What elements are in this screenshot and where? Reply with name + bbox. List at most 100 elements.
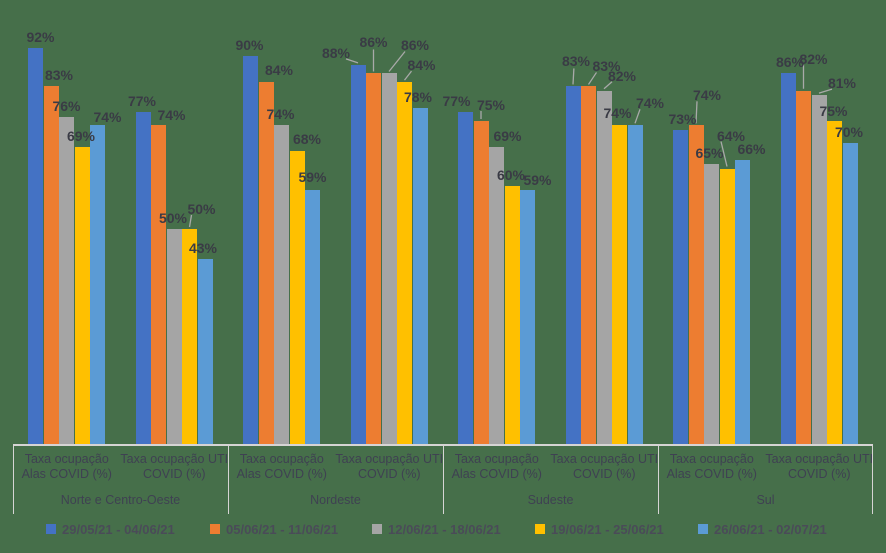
bar-series3-group3 — [274, 125, 289, 445]
bar-series5-group3 — [305, 190, 320, 445]
bar-series4-group8 — [827, 121, 842, 445]
bar-series4-group3 — [289, 151, 305, 445]
data-label-series2-group1: 83% — [44, 67, 74, 84]
data-label-series2-group5: 75% — [476, 97, 506, 113]
bar-series4-group1 — [74, 146, 90, 445]
bar-series2-group7 — [688, 125, 704, 445]
data-label-series2-group4: 86% — [359, 34, 388, 51]
data-label-series1-group3: 90% — [235, 37, 264, 54]
axis-separator — [228, 445, 229, 514]
category-label-group8: Taxa ocupação UTI COVID (%) — [765, 452, 874, 481]
legend-label: 19/06/21 - 25/06/21 — [551, 521, 664, 537]
bar-series4-group4 — [397, 82, 412, 445]
data-label-series5-group8: 70% — [834, 123, 864, 140]
data-label-series3-group1: 76% — [52, 97, 81, 114]
data-label-series5-group5: 59% — [523, 172, 552, 189]
category-label-group4: Taxa ocupação UTI COVID (%) — [335, 452, 444, 481]
bar-series1-group8 — [780, 73, 796, 445]
data-label-series4-group4: 84% — [407, 57, 436, 74]
bar-series5-group7 — [735, 159, 750, 445]
bar-series4-group5 — [504, 185, 520, 445]
region-label-2: Nordeste — [310, 493, 361, 507]
legend-swatch-icon — [698, 524, 708, 534]
bar-series2-group6 — [581, 86, 596, 445]
data-label-series2-group6: 83% — [592, 58, 621, 75]
bar-series3-group5 — [489, 146, 504, 445]
legend-item-1: 29/05/21 - 04/06/21 — [46, 522, 175, 537]
bar-series4-group2 — [182, 229, 197, 445]
data-label-series1-group2: 77% — [127, 93, 157, 110]
data-label-series1-group4: 88% — [321, 44, 351, 61]
region-label-4: Sul — [756, 493, 775, 507]
bar-series1-group2 — [135, 112, 151, 445]
legend-swatch-icon — [372, 524, 382, 534]
bar-series2-group3 — [258, 82, 274, 445]
data-label-series2-group3: 84% — [264, 62, 294, 79]
category-label-group1: Taxa ocupação Alas COVID (%) — [21, 452, 112, 481]
bar-series2-group5 — [473, 121, 489, 445]
bar-series1-group7 — [673, 129, 688, 445]
data-label-series2-group8: 82% — [799, 50, 828, 67]
bar-series1-group3 — [243, 56, 258, 445]
bar-series5-group5 — [520, 190, 535, 445]
data-label-series3-group8: 81% — [827, 75, 857, 92]
bar-series1-group6 — [565, 86, 581, 445]
legend-label: 12/06/21 - 18/06/21 — [388, 521, 501, 537]
region-label-3: Sudeste — [527, 493, 574, 507]
data-label-series1-group6: 83% — [561, 53, 591, 70]
bar-series3-group7 — [704, 164, 719, 445]
data-label-series3-group7: 65% — [695, 145, 724, 162]
data-label-series4-group6: 74% — [603, 105, 632, 122]
bar-series3-group4 — [381, 73, 397, 445]
data-label-series5-group7: 66% — [737, 140, 766, 157]
bar-series1-group1 — [28, 47, 43, 445]
legend-item-3: 12/06/21 - 18/06/21 — [372, 521, 501, 537]
data-label-series1-group7: 73% — [668, 110, 697, 127]
axis-separator — [443, 445, 444, 514]
data-label-series1-group8: 86% — [775, 54, 805, 71]
axis-separator — [13, 445, 14, 514]
bar-series3-group8 — [811, 95, 827, 445]
data-label-series5-group2: 43% — [188, 240, 218, 257]
legend-swatch-icon — [535, 524, 545, 534]
region-label-1: Norte e Centro-Oeste — [60, 493, 181, 507]
data-label-series1-group1: 92% — [26, 28, 55, 45]
data-label-series3-group6: 82% — [607, 67, 637, 84]
data-label-series3-group4: 86% — [400, 37, 430, 54]
data-label-series4-group2: 50% — [187, 201, 216, 217]
category-label-group7: Taxa ocupação Alas COVID (%) — [666, 452, 757, 481]
bar-series1-group5 — [458, 112, 473, 445]
legend-label: 26/06/21 - 02/07/21 — [714, 521, 827, 537]
bar-series2-group4 — [366, 73, 381, 445]
data-label-series5-group1: 74% — [93, 109, 122, 126]
legend-item-2: 05/06/21 - 11/06/21 — [210, 521, 339, 537]
bar-series5-group2 — [197, 259, 213, 445]
data-label-series2-group2: 74% — [157, 107, 186, 124]
bar-series4-group7 — [719, 168, 735, 445]
data-label-series3-group5: 69% — [493, 127, 522, 144]
axis-separator — [872, 445, 873, 514]
data-label-series3-group3: 74% — [266, 106, 295, 123]
data-label-series4-group1: 69% — [66, 127, 96, 144]
legend-swatch-icon — [46, 524, 56, 534]
bar-series3-group6 — [596, 90, 612, 445]
bar-series4-group6 — [612, 125, 627, 445]
bar-series2-group2 — [151, 125, 166, 445]
data-label-series3-group2: 50% — [158, 210, 188, 226]
data-label-series5-group3: 59% — [298, 169, 327, 186]
data-label-series5-group6: 74% — [635, 95, 665, 112]
category-label-group3: Taxa ocupação Alas COVID (%) — [236, 452, 327, 481]
category-label-group2: Taxa ocupação UTI COVID (%) — [120, 452, 229, 481]
data-label-series5-group4: 78% — [403, 89, 433, 106]
legend-item-4: 19/06/21 - 25/06/21 — [535, 521, 664, 537]
data-label-series1-group5: 77% — [442, 93, 471, 110]
data-label-series4-group3: 68% — [292, 131, 322, 148]
legend-label: 05/06/21 - 11/06/21 — [226, 521, 339, 537]
legend-item-5: 26/06/21 - 02/07/21 — [698, 521, 827, 537]
bar-series5-group4 — [412, 108, 428, 445]
category-label-group5: Taxa ocupação Alas COVID (%) — [451, 452, 542, 481]
legend-swatch-icon — [210, 524, 220, 534]
bar-series3-group2 — [166, 229, 182, 445]
data-label-series2-group7: 74% — [692, 87, 722, 104]
